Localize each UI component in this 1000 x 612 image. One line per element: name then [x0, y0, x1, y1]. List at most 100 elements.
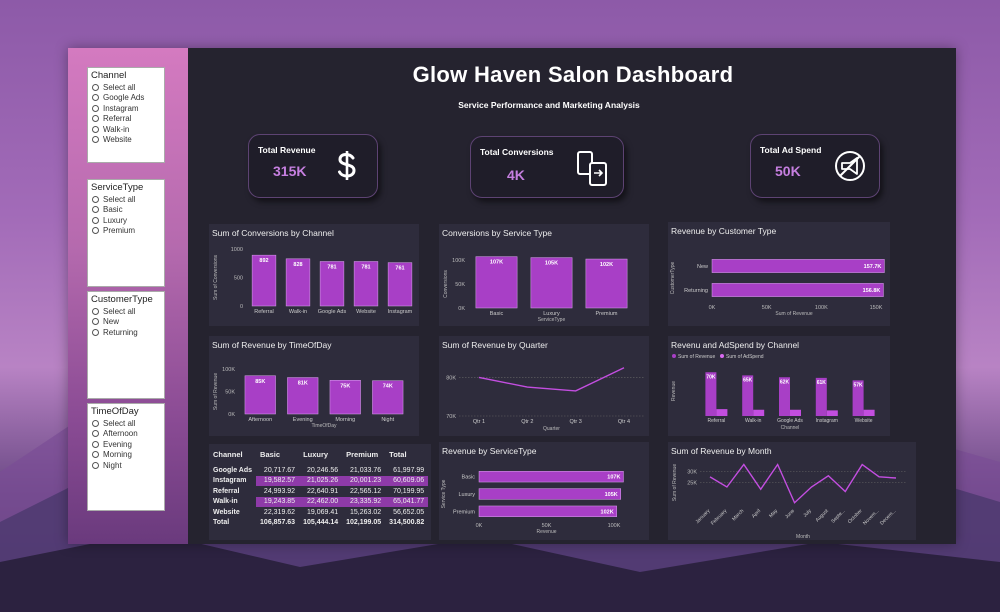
column-header[interactable]: Total [389, 450, 407, 459]
x-tick-label: 100K [608, 523, 621, 529]
row-label: Walk-in [213, 498, 238, 506]
panel-revenue-adspend-by-channel[interactable]: Revenu and AdSpend by Channel Sum of Rev… [668, 336, 890, 436]
bar [387, 262, 413, 307]
column-header[interactable]: Luxury [303, 450, 329, 459]
radio-icon[interactable] [92, 83, 99, 91]
bar-adspend [753, 409, 765, 416]
slicer-option[interactable]: Select all [88, 306, 164, 317]
x-tick-label: July [802, 508, 813, 519]
data-label: 107K [490, 260, 503, 266]
dashboard-title: Glow Haven Salon Dashboard [412, 62, 734, 87]
slicer-option[interactable]: Select all [88, 82, 164, 93]
radio-icon[interactable] [92, 104, 99, 112]
panel-revenue-matrix[interactable]: Channel Basic Luxury Premium Total Google Ad… [209, 444, 431, 540]
radio-icon[interactable] [92, 94, 99, 102]
cell-value: 22,462.00 [299, 496, 343, 507]
slicer-time-of-day[interactable]: TimeOfDay Select all Afternoon Evening M… [87, 403, 165, 511]
slicer-option[interactable]: Basic [88, 205, 164, 216]
cell-value: 60,609.06 [385, 475, 429, 486]
radio-icon[interactable] [92, 307, 99, 315]
slicer-option[interactable]: Premium [88, 226, 164, 237]
data-label: 65K [743, 377, 753, 383]
data-label: 102K [600, 262, 613, 268]
radio-icon[interactable] [92, 216, 99, 224]
radio-icon[interactable] [92, 440, 99, 448]
radio-icon[interactable] [92, 461, 99, 469]
table-row[interactable]: Website 22,319.62 19,069.41 15,263.02 56,652… [209, 507, 428, 518]
data-label: 107K [607, 475, 620, 481]
slicer-option[interactable]: New [88, 317, 164, 328]
table-row[interactable]: Google Ads 20,717.67 20,246.56 21,033.76 61,… [209, 465, 428, 476]
table-row[interactable]: Instagram 19,582.57 21,025.26 20,001.23 60,6… [209, 475, 429, 486]
panel-title: Revenue by Customer Type [671, 226, 777, 236]
y-tick-label: 0K [458, 306, 465, 312]
bar [372, 380, 404, 415]
panel-revenue-by-service-type[interactable]: Revenue by ServiceType 0K 50K 100K Revenue S… [439, 442, 649, 540]
slicer-option[interactable]: Google Ads [88, 93, 164, 104]
slicer-option[interactable]: Evening [88, 439, 164, 450]
table-row[interactable]: Referral 24,993.92 22,640.91 22,565.12 70,19… [209, 486, 428, 497]
radio-icon[interactable] [92, 195, 99, 203]
x-tick-label: April [751, 508, 762, 519]
series-line [709, 463, 897, 504]
slicer-service-type[interactable]: ServiceType Select all Basic Luxury Prem… [87, 179, 165, 287]
panel-conversions-by-channel[interactable]: Sum of Conversions by Channel 0 500 1000 Su… [209, 224, 419, 326]
x-tick-label: Website [356, 309, 376, 315]
panel-revenue-by-quarter[interactable]: Sum of Revenue by Quarter 70K 80K Qtr 1 Qtr… [439, 336, 649, 436]
series-line [478, 367, 625, 392]
panel-title: Sum of Conversions by Channel [212, 228, 334, 238]
y-tick-label: 0 [240, 304, 243, 310]
slicer-option[interactable]: Morning [88, 450, 164, 461]
panel-revenue-by-month[interactable]: Sum of Revenue by Month 25K 30K Sum of Rev… [668, 442, 916, 540]
x-tick-label: Walk-in [745, 418, 762, 424]
x-tick-label: Basic [490, 311, 504, 317]
slicer-option[interactable]: Luxury [88, 215, 164, 226]
slicer-customer-type[interactable]: CustomerType Select all New Returning [87, 291, 165, 399]
slicer-option[interactable]: Website [88, 135, 164, 146]
kpi-total-conversions[interactable]: Total Conversions 4K [470, 136, 624, 198]
table-row[interactable]: Walk-in 19,243.85 22,462.00 23,335.92 65,041… [209, 496, 429, 507]
bar [478, 505, 617, 517]
slicer-option[interactable]: Night [88, 460, 164, 471]
slicer-option[interactable]: Afternoon [88, 429, 164, 440]
x-axis-label: Sum of Revenue [775, 311, 812, 317]
megaphone-icon [835, 151, 865, 181]
radio-icon[interactable] [92, 430, 99, 438]
slicer-option[interactable]: Walk-in [88, 124, 164, 135]
radio-icon[interactable] [92, 227, 99, 235]
radio-icon[interactable] [92, 419, 99, 427]
radio-icon[interactable] [92, 451, 99, 459]
radio-icon[interactable] [92, 318, 99, 326]
kpi-label: Total Conversions [480, 147, 554, 157]
panel-revenue-by-time-of-day[interactable]: Sum of Revenue by TimeOfDay 0K 50K 100K Sum… [209, 336, 419, 436]
panel-revenue-by-customer-type[interactable]: Revenue by Customer Type 0K 50K 100K 150K Su… [668, 222, 890, 326]
y-tick-label: 1000 [231, 247, 243, 253]
kpi-total-ad-spend[interactable]: Total Ad Spend 50K [750, 134, 880, 198]
radio-icon[interactable] [92, 125, 99, 133]
radio-icon[interactable] [92, 328, 99, 336]
column-header[interactable]: Basic [260, 450, 281, 459]
panel-conversions-by-service-type[interactable]: Conversions by Service Type 0K 50K 100K Con… [439, 224, 649, 326]
slicer-option[interactable]: Select all [88, 418, 164, 429]
y-tick-label: 500 [234, 276, 243, 282]
slicer-option[interactable]: Returning [88, 327, 164, 338]
x-tick-label: Decem... [879, 508, 897, 526]
radio-icon[interactable] [92, 136, 99, 144]
bar-revenue [742, 375, 754, 416]
radio-icon[interactable] [92, 206, 99, 214]
bar-adspend [863, 409, 875, 416]
slicer-channel[interactable]: Channel Select all Google Ads Instagram … [87, 67, 165, 163]
bar [530, 257, 573, 309]
slicer-option[interactable]: Select all [88, 194, 164, 205]
cell-value: 20,246.56 [306, 466, 339, 474]
slicer-option[interactable]: Instagram [88, 103, 164, 114]
total-row[interactable]: Total 106,857.63 105,444.14 102,199.05 314,5… [209, 518, 428, 529]
x-tick-label: 150K [870, 305, 883, 311]
column-header[interactable]: Premium [346, 450, 379, 459]
radio-icon[interactable] [92, 115, 99, 123]
slicer-option[interactable]: Referral [88, 114, 164, 125]
kpi-total-revenue[interactable]: Total Revenue 315K [248, 134, 378, 198]
x-tick-label: 100K [815, 305, 828, 311]
column-header[interactable]: Channel [213, 450, 243, 459]
